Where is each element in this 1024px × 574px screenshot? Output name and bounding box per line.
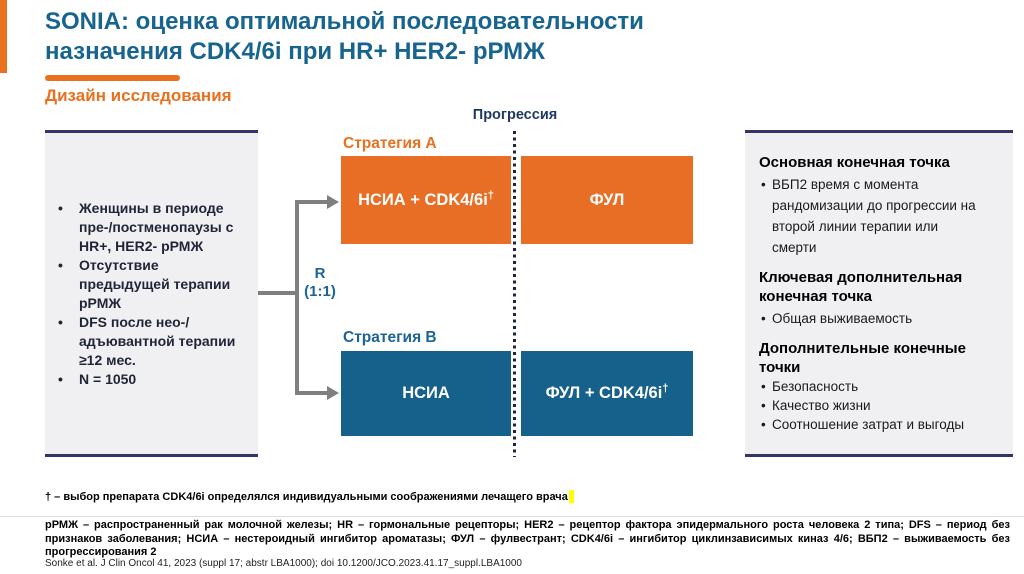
connector-branch-top [295, 200, 328, 204]
slide-title: SONIA: оценка оптимальной последовательн… [45, 7, 765, 67]
strategy-a-label: Стратегия A [343, 135, 437, 152]
connector-stem [258, 291, 297, 295]
title-underline [45, 75, 180, 81]
population-bullet-list: Женщины в периоде пре-/постменопаузы с H… [45, 199, 258, 389]
title-line-2: назначения CDK4/6i при HR+ HER2- рРМЖ [45, 38, 545, 65]
randomization-label: R (1:1) [296, 265, 344, 301]
strategy-b-arm2-box: ФУЛ + CDK4/6i† [521, 351, 693, 436]
endpoint-bullet: Соотношение затрат и выгоды [759, 415, 1003, 434]
endpoint-bullet: Общая выживаемость [759, 308, 1003, 329]
strategy-b-arm1-text: НСИА [402, 384, 450, 402]
strategy-a-arm2-box: ФУЛ [521, 156, 693, 244]
endpoint-bullet: ВБП2 время с момента рандомизации до про… [759, 174, 984, 258]
randomization-r: R [314, 265, 326, 282]
population-bullet: DFS после нео-/адъювантной терапии ≥12 м… [49, 313, 252, 370]
strategy-a-arm1-text: НСИА + CDK4/6i† [358, 189, 494, 209]
connector-branch-bottom [295, 391, 328, 395]
endpoint-bullet: Качество жизни [759, 396, 1003, 415]
text-cursor-highlight [568, 490, 574, 503]
abbreviations-footnote: рРМЖ – распространенный рак молочной жел… [45, 519, 1010, 558]
strategy-a-arm2-text: ФУЛ [589, 190, 625, 209]
arrow-right-icon [327, 195, 339, 209]
population-box: Женщины в периоде пре-/постменопаузы с H… [45, 130, 258, 457]
dagger-mark: † [662, 382, 669, 395]
endpoint-heading-key-secondary: Ключевая дополнительная конечная точка [759, 269, 963, 305]
randomization-ratio: (1:1) [304, 283, 336, 300]
population-bullet: N = 1050 [49, 370, 252, 389]
strategy-b-arm2-text: ФУЛ + CDK4/6i† [545, 382, 669, 402]
endpoints-box: Основная конечная точка ВБП2 время с мом… [745, 130, 1013, 457]
title-line-1: SONIA: оценка оптимальной последовательн… [45, 8, 644, 35]
connector-vertical [295, 200, 299, 395]
arrow-right-icon [327, 386, 339, 400]
footnote-divider [0, 516, 1024, 517]
population-bullet: Отсутствие предыдущей терапии рРМЖ [49, 256, 252, 313]
endpoint-heading-primary: Основная конечная точка [759, 154, 950, 171]
progression-dotted-line [513, 131, 516, 457]
strategy-a-arm1-box: НСИА + CDK4/6i† [341, 156, 511, 244]
population-bullet: Женщины в периоде пре-/постменопаузы с H… [49, 199, 252, 256]
slide-subtitle: Дизайн исследования [45, 86, 232, 105]
strategy-b-arm1-box: НСИА [341, 351, 511, 436]
dagger-footnote: † – выбор препарата CDK4/6i определялся … [45, 490, 574, 503]
progression-label: Прогрессия [472, 107, 558, 123]
strategy-b-label: Стратегия B [343, 329, 437, 346]
dagger-mark: † [487, 189, 494, 201]
left-accent-bar [0, 0, 7, 73]
endpoint-heading-additional: Дополнительные конечные точки [759, 340, 966, 376]
citation-text: Sonke et al. J Clin Oncol 41, 2023 (supp… [45, 558, 522, 569]
endpoint-bullet: Безопасность [759, 377, 1003, 396]
